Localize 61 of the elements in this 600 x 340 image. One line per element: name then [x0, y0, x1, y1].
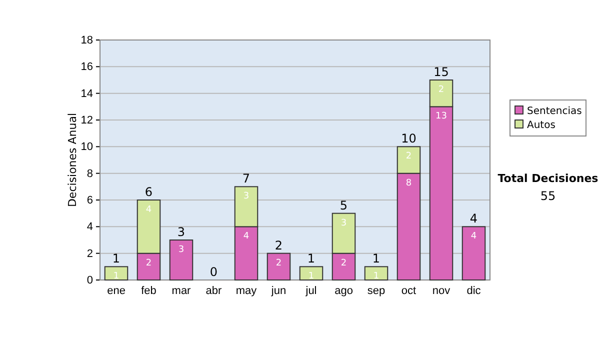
x-tick-label: ene: [107, 284, 126, 297]
total-label: 3: [177, 225, 186, 239]
bar: [266, 252, 291, 280]
x-tick-label: dic: [466, 284, 482, 297]
x-tick-label: mar: [172, 284, 192, 297]
x-tick-label: jul: [304, 284, 317, 297]
y-axis-title: Decisiones Anual: [66, 112, 79, 208]
x-tick-label: oct: [401, 284, 416, 297]
data-label: 3: [340, 218, 347, 228]
text: Total Decisiones: [498, 172, 599, 185]
data-label: 2: [340, 258, 347, 268]
y-tick-label: 12: [80, 114, 93, 127]
data-label: 3: [243, 192, 250, 202]
data-label: 2: [406, 152, 412, 162]
y-tick-label: 16: [80, 61, 93, 74]
y-tick-label: 8: [86, 168, 93, 180]
total-label: 1: [112, 252, 120, 266]
y-tick-label: 2: [86, 248, 93, 260]
bar: [104, 266, 128, 280]
data-label: 2: [438, 85, 444, 95]
y-tick-label: 14: [80, 88, 93, 100]
bar: [462, 226, 486, 280]
y-tick-label: 6: [86, 194, 93, 207]
total-label: 1: [307, 252, 316, 266]
text: 55: [540, 189, 556, 203]
x-tick-label: nov: [432, 284, 451, 297]
y-tick-label: 18: [80, 34, 93, 47]
legend-label: Sentencias: [527, 106, 582, 117]
x-tick-label: jun: [270, 284, 286, 297]
total-label: 1: [372, 252, 380, 266]
total-label: 15: [434, 65, 449, 79]
data-label: 1: [113, 272, 120, 282]
data-label: 13: [436, 112, 447, 122]
data-label: 4: [470, 232, 477, 242]
data-label: 1: [373, 272, 380, 282]
total-label: 6: [144, 185, 153, 199]
total-label: 10: [401, 132, 416, 146]
data-label: 2: [146, 258, 152, 268]
data-label: 8: [406, 178, 412, 188]
total-label: 5: [340, 198, 348, 212]
data-label: 4: [146, 205, 152, 215]
bar: [364, 266, 388, 280]
x-tick-label: ago: [334, 284, 353, 297]
bar: [169, 240, 194, 280]
data-label: 3: [178, 245, 184, 255]
y-tick-label: 0: [86, 274, 93, 287]
total-label: 0: [210, 265, 218, 279]
y-tick-label: 10: [80, 141, 93, 154]
data-label: 1: [308, 272, 314, 282]
data-label: 2: [276, 258, 282, 268]
legend-label: Autos: [527, 120, 556, 131]
total-label: 7: [242, 172, 250, 186]
x-tick-label: may: [236, 284, 258, 297]
data-label: 4: [243, 232, 250, 242]
x-tick-label: sep: [367, 284, 386, 297]
bar: [299, 266, 324, 280]
total-label: 2: [274, 238, 283, 252]
y-tick-label: 4: [86, 221, 93, 234]
x-tick-label: abr: [206, 284, 222, 297]
x-tick-label: feb: [141, 284, 156, 297]
total-label: 4: [470, 212, 478, 226]
